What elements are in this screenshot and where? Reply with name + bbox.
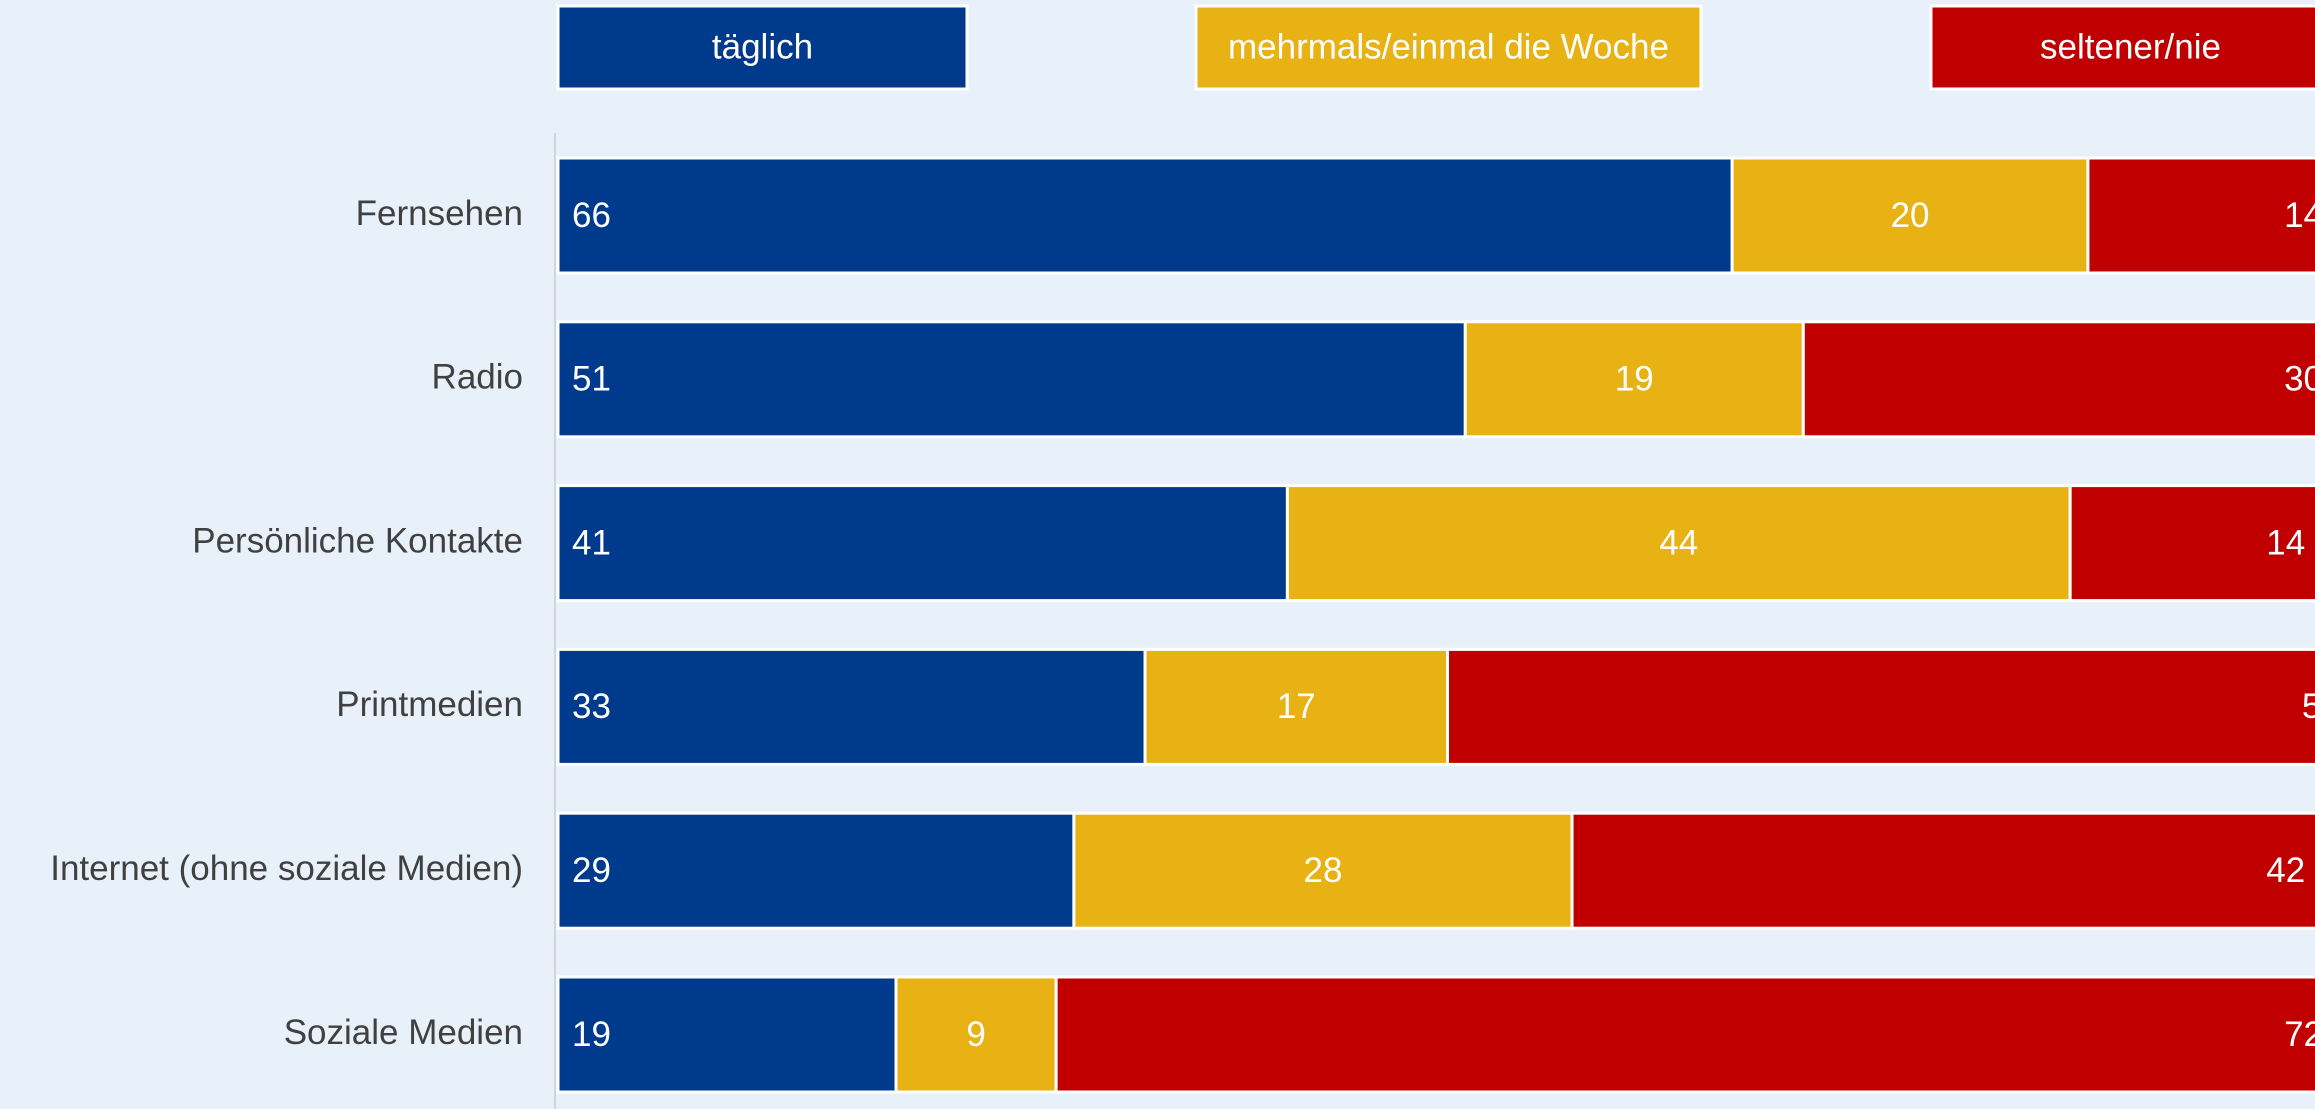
- bar-segment: [556, 647, 1147, 766]
- data-label: 51: [572, 360, 611, 399]
- data-label: 19: [572, 1015, 611, 1054]
- y-tick-label: Printmedien: [336, 685, 523, 724]
- y-tick-label: Fernsehen: [356, 194, 523, 233]
- bar-segment: [556, 484, 1289, 603]
- data-label: 66: [572, 196, 611, 235]
- data-label: 44: [1659, 523, 1698, 562]
- bar-segment: [1072, 811, 1574, 930]
- data-label: 14: [2266, 523, 2305, 562]
- bar-segment: [556, 156, 1734, 275]
- bar-segment: [2068, 484, 2315, 603]
- data-label: 72: [2284, 1015, 2315, 1054]
- bar-segment: [1446, 647, 2315, 766]
- y-tick-label: Radio: [432, 358, 523, 397]
- legend-swatch: [1194, 4, 1703, 91]
- data-label: 29: [572, 851, 611, 890]
- data-label: 33: [572, 687, 611, 726]
- y-tick-label: Persönliche Kontakte: [192, 521, 523, 560]
- legend-swatch: [556, 4, 969, 91]
- data-label: 42: [2266, 851, 2305, 890]
- y-tick-label: Soziale Medien: [284, 1013, 523, 1052]
- data-label: 19: [1615, 360, 1654, 399]
- bar-segment: [556, 320, 1467, 439]
- data-label: 17: [1277, 687, 1316, 726]
- bar-segment: [1143, 647, 1449, 766]
- data-label: 20: [1891, 196, 1930, 235]
- y-tick-label: Internet (ohne soziale Medien): [50, 849, 523, 888]
- legend-label: täglich: [712, 27, 813, 66]
- data-label: 28: [1304, 851, 1343, 890]
- data-label: 41: [572, 523, 611, 562]
- bar-segment: [1570, 811, 2315, 930]
- bar-segment: [556, 811, 1076, 930]
- data-label: 30: [2284, 360, 2315, 399]
- legend-label: seltener/nie: [2040, 27, 2221, 66]
- legend-label: mehrmals/einmal die Woche: [1228, 27, 1669, 66]
- bar-segment: [2086, 156, 2315, 275]
- bar-segment: [1054, 975, 2315, 1094]
- bar-segment: [1801, 320, 2315, 439]
- data-label: 51: [2302, 687, 2315, 726]
- bar-segment: [894, 975, 1058, 1094]
- data-label: 9: [966, 1015, 985, 1054]
- data-label: 14: [2284, 196, 2315, 235]
- legend-swatch: [1929, 4, 2315, 91]
